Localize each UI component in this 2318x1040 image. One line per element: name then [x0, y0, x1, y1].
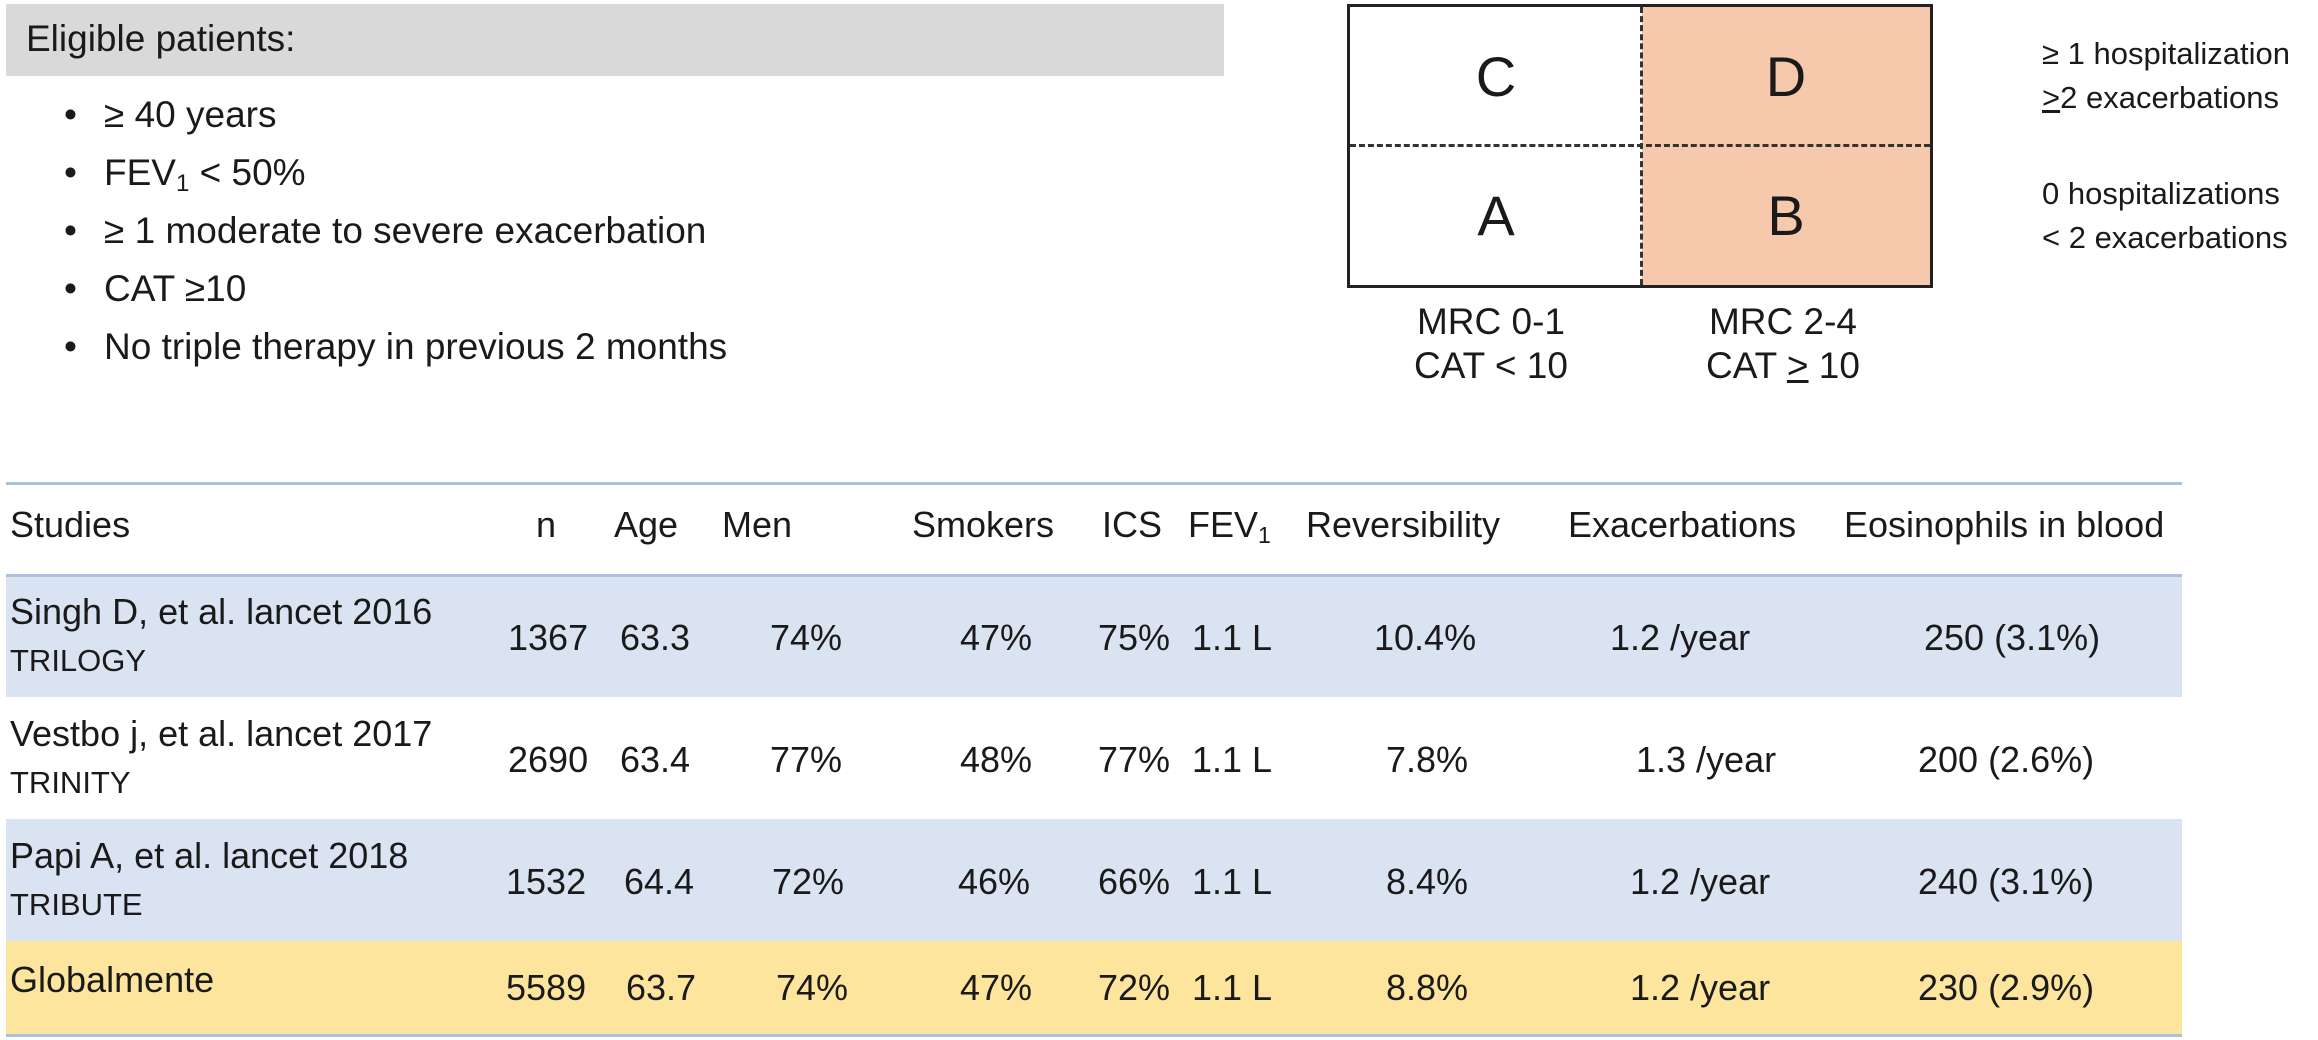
cell-eosinophils: 240 (3.1%) — [1918, 861, 2095, 902]
eligibility-criteria-list: ≥ 40 years FEV1 < 50% ≥ 1 moderate to se… — [60, 86, 727, 376]
criterion-cat: CAT ≥10 — [60, 260, 727, 318]
cell-smokers: 46% — [958, 861, 1031, 902]
quadrant-a: A — [1350, 146, 1642, 285]
cell-reversibility: 8.4% — [1386, 861, 1469, 902]
cell-age: 63.7 — [626, 967, 697, 1008]
eligible-patients-header: Eligible patients: — [6, 4, 1224, 76]
table-total-row: Globalmente 5589 63.7 74% 47% 72% 1.1 L … — [6, 941, 2182, 1034]
quadrant-d: D — [1642, 7, 1930, 146]
table-header-rule — [6, 574, 2182, 577]
cell-exacerbations: 1.2 /year — [1610, 617, 1751, 658]
quadrant-b: B — [1642, 146, 1930, 285]
eligible-patients-title: Eligible patients: — [26, 18, 296, 59]
trial-name: TRIBUTE — [10, 887, 143, 922]
header-fev1: FEV1 — [1188, 504, 1271, 548]
header-reversibility: Reversibility — [1306, 504, 1501, 545]
table-bottom-rule — [6, 1034, 2182, 1037]
header-exacerbations: Exacerbations — [1568, 504, 1797, 545]
cell-eosinophils: 200 (2.6%) — [1918, 739, 2095, 780]
table-header-row: Studies n Age Men Smokers ICS FEV1 Rever… — [6, 486, 2182, 574]
header-eosinophils: Eosinophils in blood — [1844, 504, 2165, 545]
criterion-no-triple-therapy: No triple therapy in previous 2 months — [60, 318, 727, 376]
cell-eosinophils: 230 (2.9%) — [1918, 967, 2095, 1008]
cell-exacerbations: 1.2 /year — [1630, 967, 1771, 1008]
cell-n: 2690 — [508, 739, 589, 780]
study-name: Papi A, et al. lancet 2018 — [10, 835, 409, 876]
cell-fev1: 1.1 L — [1192, 739, 1273, 780]
cell-age: 64.4 — [624, 861, 695, 902]
table-top-rule — [6, 482, 2182, 485]
cell-men: 77% — [770, 739, 843, 780]
cell-smokers: 48% — [960, 739, 1033, 780]
cell-reversibility: 7.8% — [1386, 739, 1469, 780]
header-ics: ICS — [1102, 504, 1163, 545]
row-label-low-risk: 0 hospitalizations < 2 exacerbations — [2042, 176, 2288, 255]
cell-exacerbations: 1.3 /year — [1636, 739, 1777, 780]
quadrant-c: C — [1350, 7, 1642, 146]
cell-fev1: 1.1 L — [1192, 861, 1273, 902]
cell-n: 5589 — [506, 967, 587, 1008]
study-name: Vestbo j, et al. lancet 2017 — [10, 713, 433, 754]
table-row: Singh D, et al. lancet 2016 TRILOGY 1367… — [6, 577, 2182, 697]
cell-men: 72% — [772, 861, 845, 902]
gold-abcd-grid: C D A B — [1347, 4, 1933, 288]
trial-name: TRINITY — [10, 765, 131, 800]
cell-men: 74% — [776, 967, 849, 1008]
table-row: Papi A, et al. lancet 2018 TRIBUTE 1532 … — [6, 819, 2182, 941]
col-label-high-symptoms: MRC 2-4 CAT > 10 — [1706, 301, 1860, 386]
trial-name: TRILOGY — [10, 643, 147, 678]
cell-eosinophils: 250 (3.1%) — [1924, 617, 2101, 658]
header-men: Men — [722, 504, 793, 545]
cell-smokers: 47% — [960, 967, 1033, 1008]
criterion-fev1: FEV1 < 50% — [60, 144, 727, 202]
table-row: Vestbo j, et al. lancet 2017 TRINITY 269… — [6, 697, 2182, 819]
criterion-age: ≥ 40 years — [60, 86, 727, 144]
header-age: Age — [614, 504, 679, 545]
criterion-exacerbation: ≥ 1 moderate to severe exacerbation — [60, 202, 727, 260]
cell-men: 74% — [770, 617, 843, 658]
cell-ics: 77% — [1098, 739, 1171, 780]
study-name: Singh D, et al. lancet 2016 — [10, 591, 433, 632]
total-label: Globalmente — [10, 959, 215, 1000]
header-n: n — [536, 504, 557, 545]
cell-smokers: 47% — [960, 617, 1033, 658]
grid-horizontal-divider — [1350, 144, 1930, 147]
cell-fev1: 1.1 L — [1192, 617, 1273, 658]
col-label-low-symptoms: MRC 0-1 CAT < 10 — [1414, 301, 1568, 386]
cell-age: 63.3 — [620, 617, 691, 658]
row-label-high-risk: ≥ 1 hospitalization >2 exacerbations — [2042, 36, 2290, 115]
cell-fev1: 1.1 L — [1192, 967, 1273, 1008]
cell-ics: 75% — [1098, 617, 1171, 658]
cell-exacerbations: 1.2 /year — [1630, 861, 1771, 902]
cell-age: 63.4 — [620, 739, 691, 780]
cell-reversibility: 8.8% — [1386, 967, 1469, 1008]
cell-ics: 72% — [1098, 967, 1171, 1008]
cell-n: 1532 — [506, 861, 587, 902]
cell-reversibility: 10.4% — [1374, 617, 1477, 658]
cell-ics: 66% — [1098, 861, 1171, 902]
cell-n: 1367 — [508, 617, 589, 658]
header-studies: Studies — [10, 504, 131, 545]
header-smokers: Smokers — [912, 504, 1055, 545]
